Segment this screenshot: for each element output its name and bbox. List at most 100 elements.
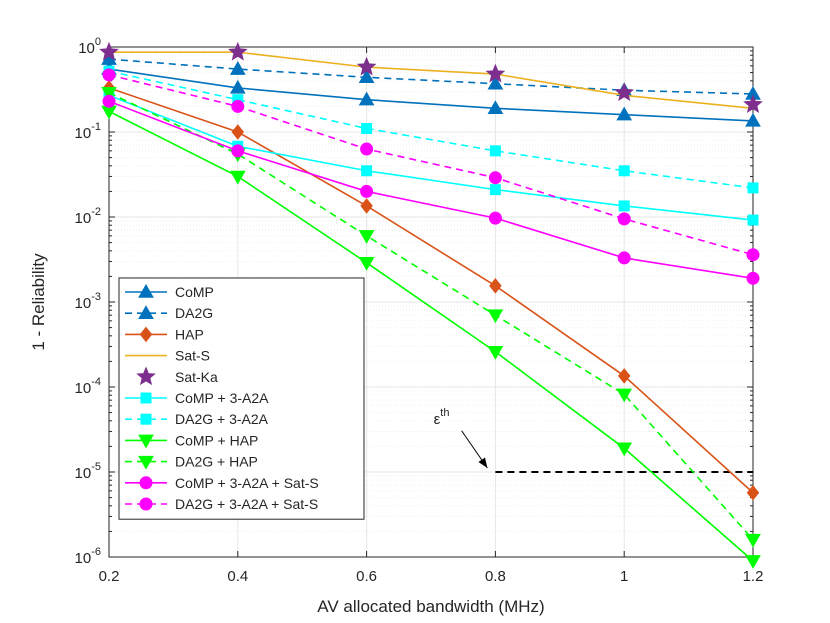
series-line: [108, 110, 754, 562]
data-point: [358, 230, 375, 244]
data-point: [616, 106, 633, 121]
legend-entry-5: CoMP + 3-A2A: [125, 390, 269, 406]
series-line: [108, 70, 754, 189]
legend-label: CoMP: [175, 284, 214, 300]
x-tick-label: 0.4: [227, 568, 248, 585]
legend-entry-7: CoMP + HAP: [125, 432, 258, 449]
data-point: [487, 75, 504, 90]
data-point: [618, 165, 630, 177]
series-line: [108, 87, 754, 494]
x-axis-label: AV allocated bandwidth (MHz): [317, 597, 544, 616]
annotation-superscript: th: [440, 407, 449, 419]
x-tick-label: 0.6: [356, 568, 377, 585]
data-point: [360, 198, 373, 214]
data-point: [745, 112, 761, 127]
legend-entry-8: DA2G + HAP: [125, 454, 258, 470]
legend-entry-4: Sat-Ka: [136, 366, 218, 386]
data-point: [358, 91, 375, 106]
data-point: [227, 41, 248, 61]
legend-label: CoMP + HAP: [175, 432, 258, 448]
data-point: [617, 368, 631, 384]
data-point: [361, 165, 373, 177]
data-point: [746, 484, 760, 501]
legend-label: Sat-Ka: [175, 369, 218, 385]
y-axis-label: 1 - Reliability: [29, 253, 48, 351]
data-point: [743, 94, 763, 113]
series-3: [109, 51, 754, 110]
legend-entry-1: DA2G: [125, 305, 213, 321]
legend-marker: [140, 392, 152, 404]
data-point: [487, 100, 504, 115]
legend-label: DA2G + 3-A2A + Sat-S: [175, 496, 318, 512]
data-point: [489, 145, 501, 157]
y-tick-label: 100: [78, 36, 101, 57]
data-point: [361, 122, 373, 134]
data-point: [102, 94, 116, 108]
legend-label: DA2G: [175, 305, 213, 321]
data-point: [489, 278, 502, 294]
y-tick-label: 10-3: [75, 291, 101, 312]
data-point: [101, 86, 117, 101]
data-point: [745, 555, 761, 569]
series-line: [108, 68, 754, 122]
data-point: [616, 442, 633, 457]
data-point: [358, 69, 375, 84]
y-tick-label: 10-4: [75, 376, 101, 397]
data-point: [487, 345, 504, 360]
data-point: [487, 309, 504, 324]
legend-label: CoMP + 3-A2A: [175, 390, 269, 406]
legend-entry-9: CoMP + 3-A2A + Sat-S: [125, 475, 319, 491]
data-point: [747, 182, 759, 194]
threshold-annotation: εth: [434, 407, 450, 428]
legend-label: DA2G + 3-A2A: [175, 411, 269, 427]
data-point: [231, 99, 245, 113]
data-point: [102, 68, 116, 82]
legend-entry-6: DA2G + 3-A2A: [125, 411, 269, 427]
data-point: [746, 248, 760, 262]
data-point: [360, 142, 374, 156]
annotation-base: ε: [434, 411, 441, 428]
y-tick-label: 10-6: [75, 546, 101, 567]
x-tick-label: 0.8: [485, 568, 506, 585]
series-line: [108, 91, 754, 541]
data-point: [488, 171, 502, 185]
legend-label: HAP: [175, 326, 204, 342]
data-point: [231, 144, 245, 158]
y-tick-label: 10-5: [75, 461, 101, 482]
x-tick-label: 1: [620, 568, 628, 585]
legend-marker: [140, 413, 152, 425]
series-line: [108, 100, 754, 280]
data-point: [360, 184, 374, 198]
data-point: [747, 214, 759, 226]
data-point: [618, 200, 630, 212]
legend-entry-3: Sat-S: [125, 348, 210, 364]
x-tick-label: 1.2: [743, 568, 764, 585]
series-line: [108, 94, 754, 221]
data-point: [616, 388, 633, 403]
data-point: [229, 61, 246, 75]
data-point: [99, 41, 119, 61]
legend-marker: [139, 326, 153, 343]
series-line: [109, 51, 754, 110]
legend-marker: [139, 476, 153, 490]
annotation-layer: εth: [434, 407, 488, 469]
y-tick-label: 10-2: [75, 206, 101, 227]
legend-entry-10: DA2G + 3-A2A + Sat-S: [125, 496, 318, 512]
legend-label: DA2G + HAP: [175, 454, 258, 470]
data-point: [617, 212, 631, 226]
data-point: [746, 271, 760, 285]
series-9: [102, 94, 760, 285]
legend-entry-0: CoMP: [125, 283, 214, 300]
data-point: [489, 184, 501, 196]
legend: CoMP DA2G HAP Sat-S Sat-Ka CoMP + 3-A2A DA2G +…: [118, 277, 365, 520]
legend-marker: [139, 497, 153, 511]
data-point: [485, 63, 506, 83]
legend-entry-2: HAP: [125, 326, 204, 342]
series-10: [102, 68, 760, 262]
data-point: [356, 56, 377, 76]
legend-marker: [136, 366, 156, 386]
series-line: [108, 74, 754, 256]
data-point: [229, 79, 246, 94]
legend-marker: [138, 434, 154, 449]
